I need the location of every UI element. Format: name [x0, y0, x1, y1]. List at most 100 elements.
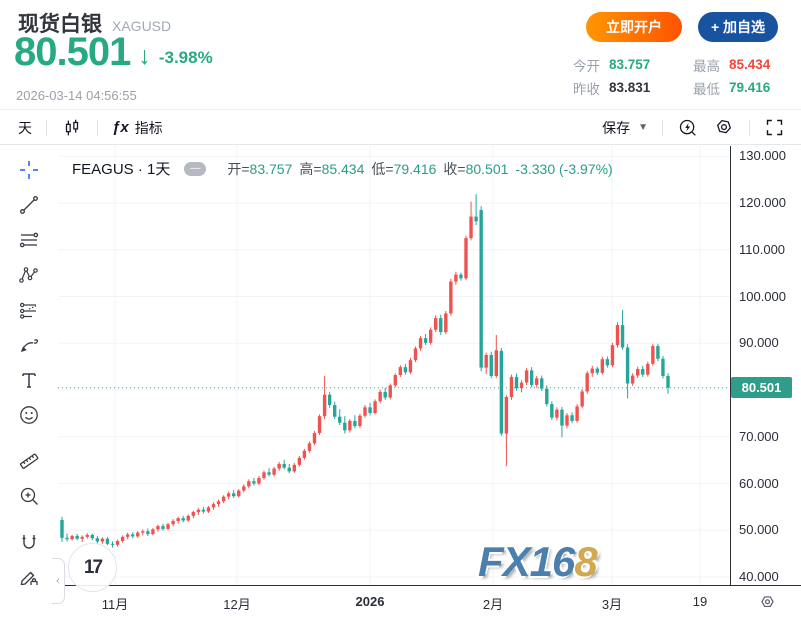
axis-settings-button[interactable]	[758, 593, 777, 617]
emoji-icon	[20, 406, 38, 424]
legend-ohlc-label: 高=	[299, 160, 322, 177]
chevron-down-icon: ▼	[638, 122, 648, 133]
chart-style-candles-button[interactable]	[61, 117, 83, 139]
watermark-fx16: FX16	[478, 538, 575, 585]
toolbar-left: 天 ƒx 指标	[0, 117, 163, 139]
xabcd-pattern-tool[interactable]	[15, 263, 43, 287]
trend-line-icon	[20, 196, 38, 214]
magnet-icon	[22, 535, 36, 549]
settings-icon	[716, 119, 732, 133]
candlestick-chart[interactable]	[58, 146, 730, 585]
time-axis-label: 19	[692, 594, 708, 609]
price-axis-label: 60.000	[739, 475, 779, 491]
stat-label: 最高	[693, 58, 720, 74]
fx168-watermark: FX168	[478, 538, 598, 586]
crosshair-tool[interactable]	[15, 158, 43, 182]
price-axis-label: 120.000	[739, 195, 786, 211]
time-axis-label: 2月	[482, 597, 504, 612]
xabcd-pattern-icon	[19, 267, 38, 283]
header-buttons: 立即开户 + 加自选	[586, 12, 778, 42]
fullscreen-button[interactable]	[764, 117, 785, 138]
magnet-tool[interactable]	[15, 530, 43, 554]
toolbar-right: 保存 ▼	[602, 117, 801, 139]
price-axis[interactable]: 80.501 130.000 120.000 110.000 100.000 90.00…	[730, 146, 801, 585]
brush-icon	[20, 339, 38, 353]
text-icon	[22, 373, 36, 388]
stat-label: 最低	[693, 81, 720, 97]
fullscreen-icon	[766, 119, 783, 136]
fx-icon: ƒx	[112, 119, 129, 136]
tradingview-logo[interactable]: 17	[68, 543, 117, 592]
legend-ohlc-values: 开=83.757 高=85.434 低=79.416 收=80.501 -3.330 (…	[220, 159, 612, 179]
axis-settings-icon	[761, 596, 774, 608]
legend-ohlc-label: 开=	[227, 160, 250, 177]
zoom-in-tool[interactable]	[15, 484, 43, 508]
legend-series-title: FEAGUS · 1天	[72, 161, 171, 178]
save-button[interactable]: 保存 ▼	[602, 118, 648, 138]
last-price-badge: 80.501	[731, 377, 792, 399]
last-price: 80.501	[14, 30, 131, 74]
legend-ohlc-value: 83.757	[249, 160, 293, 177]
legend-minimize-button[interactable]: —	[184, 161, 207, 176]
stat-value: 83.757	[609, 57, 651, 72]
chart-toolbar: 天 ƒx 指标 保存 ▼	[0, 111, 801, 145]
symbol-row: 现货白银 XAGUSD	[18, 8, 171, 38]
emoji-tool[interactable]	[15, 403, 43, 427]
price-change-percent: -3.98%	[158, 47, 213, 67]
add-watchlist-button[interactable]: + 加自选	[698, 12, 778, 42]
chart-settings-button[interactable]	[713, 117, 735, 139]
stat-label: 昨收	[573, 81, 600, 97]
time-axis-label: 3月	[601, 597, 623, 612]
interval-button[interactable]: 天	[18, 119, 32, 136]
save-label: 保存	[602, 119, 631, 136]
legend-ohlc-value: 79.416	[393, 160, 437, 177]
stat-value: 79.416	[729, 80, 771, 95]
time-axis-label: 2026	[355, 594, 385, 609]
snapshot-camera-button[interactable]	[677, 117, 699, 139]
price-axis-label: 130.000	[739, 148, 786, 164]
quote-timestamp: 2026-03-14 04:56:55	[16, 88, 137, 103]
legend-ohlc-label: 低=	[371, 160, 394, 177]
drawing-toolbar	[0, 146, 58, 587]
trend-line-tool[interactable]	[15, 193, 43, 217]
candles-icon	[65, 119, 79, 135]
open-account-button[interactable]: 立即开户	[586, 12, 682, 42]
camera-snapshot-icon	[679, 119, 696, 136]
time-axis-label: 11月	[101, 597, 129, 612]
legend-ohlc-value: 80.501	[465, 160, 509, 177]
time-axis-label: 12月	[223, 597, 251, 612]
measure-tool[interactable]	[15, 449, 43, 473]
toolbar-separator	[662, 119, 663, 136]
indicators-label: 指标	[134, 119, 163, 136]
chart-main: FEAGUS · 1天 — 开=83.757 高=85.434 低=79.416 收=…	[0, 146, 801, 604]
crosshair-icon	[20, 161, 38, 179]
price-axis-label: 110.000	[739, 241, 786, 257]
text-tool[interactable]	[15, 368, 43, 392]
watermark-8: 8	[574, 538, 597, 585]
time-axis-border	[58, 585, 801, 586]
price-axis-label: 70.000	[739, 428, 779, 444]
indicators-button[interactable]: ƒx 指标	[112, 118, 163, 138]
drawbar-collapse-handle[interactable]: ‹	[52, 558, 65, 604]
zoom-in-icon	[20, 487, 38, 505]
legend-ohlc-label: 收=	[443, 160, 466, 177]
chart-plot-area[interactable]: FEAGUS · 1天 — 开=83.757 高=85.434 低=79.416 收=…	[58, 146, 730, 592]
price-axis-label: 90.000	[739, 335, 779, 351]
toolbar-separator	[749, 119, 750, 136]
symbol-code: XAGUSD	[112, 18, 172, 34]
time-axis[interactable]: 11月 12月 2026 2月 3月 19	[0, 585, 801, 617]
toolbar-separator	[97, 119, 98, 136]
projection-tool[interactable]	[15, 298, 43, 322]
price-down-arrow-icon: ↓	[138, 42, 151, 70]
fib-retracement-tool[interactable]	[15, 228, 43, 252]
quote-stats: 今开 83.757 最高 85.434 昨收 83.831 最低 79.416	[573, 53, 791, 99]
brush-tool[interactable]	[15, 333, 43, 357]
fib-retracement-icon	[19, 232, 39, 248]
price-axis-label: 50.000	[739, 522, 779, 538]
projection-icon	[19, 302, 37, 319]
stat-label: 今开	[573, 58, 600, 74]
stat-value: 85.434	[729, 57, 771, 72]
ruler-icon	[19, 453, 39, 469]
toolbar-separator	[46, 119, 47, 136]
